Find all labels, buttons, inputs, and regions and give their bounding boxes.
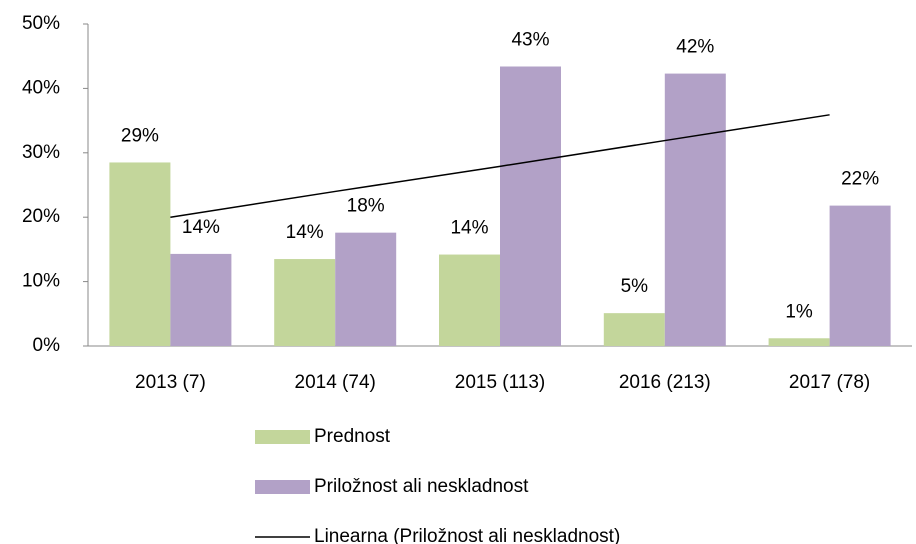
data-label: 18% (347, 196, 385, 217)
bar (500, 66, 561, 346)
data-label: 5% (621, 276, 649, 297)
bar (274, 259, 336, 346)
data-label: 42% (676, 37, 714, 58)
legend-swatch (255, 480, 310, 494)
legend-label: Prednost (314, 426, 391, 447)
data-label: 43% (511, 30, 549, 51)
y-tick-label: 10% (22, 271, 60, 292)
legend-label: Linearna (Priložnost ali neskladnost) (314, 526, 620, 544)
data-label: 14% (450, 218, 488, 239)
data-label: 1% (785, 301, 813, 322)
x-tick-label: 2016 (213) (619, 372, 711, 393)
x-tick-label: 2015 (113) (455, 372, 546, 393)
x-tick-label: 2014 (74) (295, 372, 376, 393)
y-tick-label: 50% (22, 13, 60, 34)
bar (109, 162, 171, 346)
x-tick-label: 2013 (7) (135, 372, 206, 393)
data-label: 14% (182, 217, 220, 238)
y-tick-label: 30% (22, 142, 60, 163)
data-label: 22% (841, 169, 879, 190)
trend-line (170, 114, 830, 218)
bar (603, 313, 665, 346)
bar (335, 232, 397, 346)
legend-swatch (255, 430, 310, 444)
y-tick-label: 0% (33, 335, 61, 356)
y-tick-label: 20% (22, 206, 60, 227)
bar (664, 73, 726, 346)
data-label: 14% (286, 222, 324, 243)
x-tick-label: 2017 (78) (789, 372, 870, 393)
bar (829, 205, 891, 346)
bar (439, 254, 500, 346)
legend-label: Priložnost ali neskladnost (314, 476, 529, 497)
bar (768, 338, 830, 346)
bar (170, 253, 232, 346)
y-tick-label: 40% (22, 77, 60, 98)
data-label: 29% (121, 125, 159, 146)
